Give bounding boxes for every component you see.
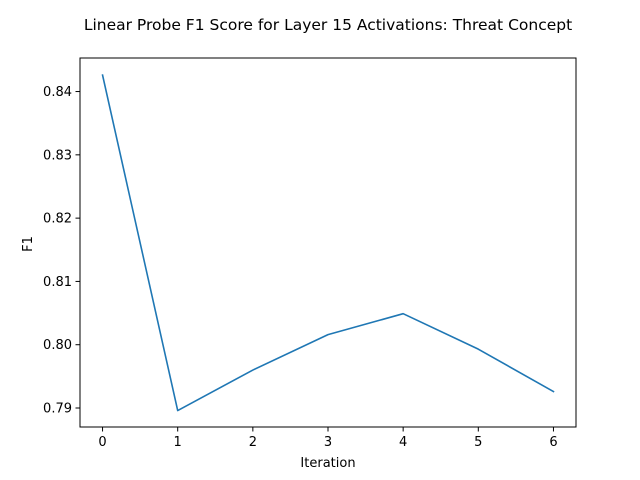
series-line [101,74,555,412]
x-tick-label: 0 [98,435,106,450]
x-axis-label: Iteration [300,456,355,471]
plot-area: 0 1 2 3 4 5 6 0.79 0.80 0.81 0.82 0.83 0.84 [43,57,577,450]
x-axis: 0 1 2 3 4 5 6 [98,427,558,450]
y-tick-label: 0.80 [43,338,72,353]
chart-title: Linear Probe F1 Score for Layer 15 Activ… [84,16,572,34]
x-tick-label: 1 [174,435,182,450]
x-tick-label: 2 [249,435,257,450]
x-tick-label: 5 [474,435,482,450]
y-tick-label: 0.79 [43,402,72,417]
x-tick-label: 4 [399,435,407,450]
series-layer [101,74,555,412]
y-tick-label: 0.82 [43,212,72,227]
y-axis: 0.79 0.80 0.81 0.82 0.83 0.84 [43,85,80,417]
y-tick-label: 0.83 [43,148,72,163]
y-axis-label: F1 [21,236,36,252]
x-tick-label: 3 [324,435,332,450]
x-tick-label: 6 [549,435,557,450]
y-tick-label: 0.84 [43,85,72,100]
y-tick-label: 0.81 [43,275,72,290]
